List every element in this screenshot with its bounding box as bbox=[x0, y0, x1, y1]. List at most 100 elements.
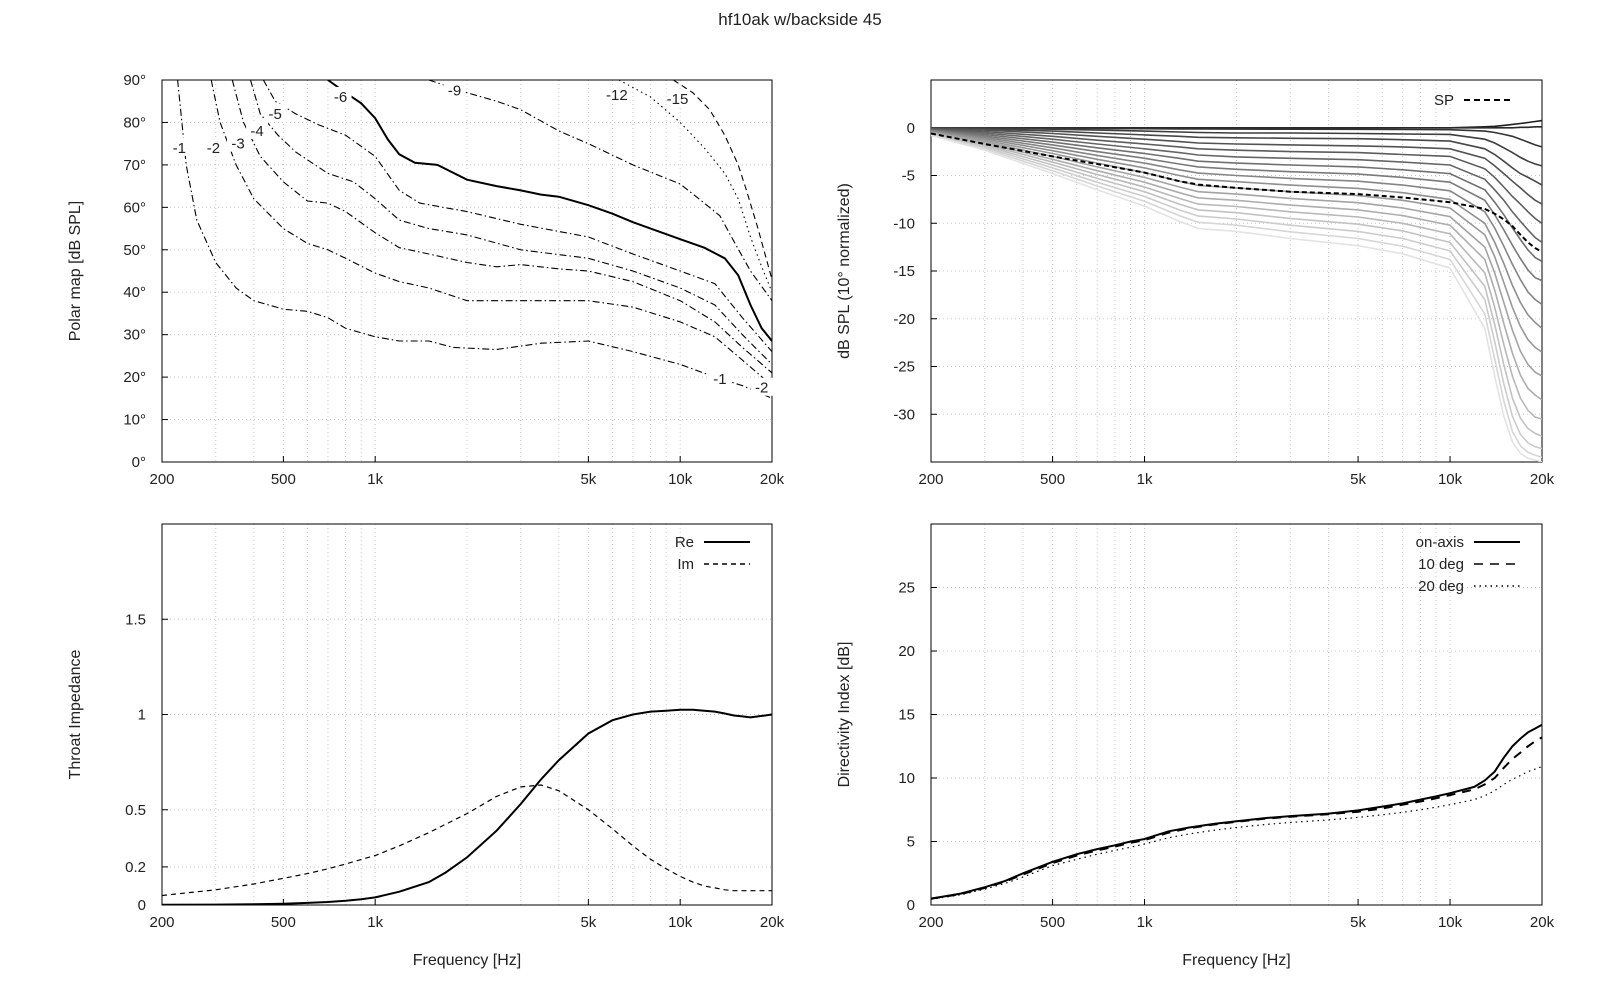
off-axis-response-line bbox=[931, 134, 1542, 462]
x-tick-label: 20k bbox=[1530, 914, 1555, 931]
x-tick-label: 200 bbox=[149, 471, 174, 488]
y-axis-label: Polar map [dB SPL] bbox=[67, 201, 84, 342]
y-tick-label: 60° bbox=[123, 199, 146, 216]
contour-label: -9 bbox=[448, 83, 461, 100]
contour-label-bg bbox=[202, 137, 225, 156]
legend-label: SP bbox=[1434, 92, 1454, 109]
sp-line bbox=[931, 132, 1542, 253]
off-axis-response-line bbox=[931, 127, 1542, 186]
y-tick-label: 90° bbox=[123, 72, 146, 89]
y-tick-label: 0 bbox=[138, 897, 146, 914]
y-tick-label: -5 bbox=[902, 168, 915, 185]
y-tick-label: 40° bbox=[123, 284, 146, 301]
polar-map-panel: 200 500 1k 5k 10k 20k 0° 10° 20° 30° 40° 50° 60° 70° 8… bbox=[67, 72, 785, 488]
y-tick-label: 70° bbox=[123, 157, 146, 174]
x-tick-label: 200 bbox=[918, 914, 943, 931]
y-tick-label: 10 bbox=[898, 770, 915, 787]
x-axis-label: Frequency [Hz] bbox=[1182, 952, 1290, 969]
contour-label-bg bbox=[264, 103, 287, 122]
legend: SP bbox=[1434, 92, 1512, 109]
off-axis-response-line bbox=[931, 134, 1542, 458]
x-tick-label: 200 bbox=[149, 914, 174, 931]
impedance-panel: 200 500 1k 5k 10k 20k 0 0.2 0.5 1 1.5 Throat Impeda… bbox=[67, 523, 785, 969]
x-tick-label: 5k bbox=[1350, 471, 1366, 488]
contour-line-15 bbox=[673, 80, 772, 280]
legend-label: 20 deg bbox=[1418, 578, 1464, 595]
y-tick-label: 0.2 bbox=[125, 859, 146, 876]
contour-line-1 bbox=[177, 80, 772, 399]
x-tick-label: 200 bbox=[918, 471, 943, 488]
legend: on-axis 10 deg 20 deg bbox=[1416, 534, 1520, 595]
plot-frame bbox=[161, 79, 773, 463]
x-tick-label: 20k bbox=[1530, 471, 1555, 488]
x-tick-label: 500 bbox=[1040, 914, 1065, 931]
contour-label-bg bbox=[666, 89, 689, 108]
contour-label-bg bbox=[708, 369, 731, 388]
y-tick-label: -30 bbox=[893, 406, 915, 423]
x-tick-label: 1k bbox=[1137, 914, 1153, 931]
legend-label: Re bbox=[675, 534, 694, 551]
contour-label-bg bbox=[750, 377, 773, 396]
y-tick-label: 50° bbox=[123, 242, 146, 259]
legend-label: on-axis bbox=[1416, 534, 1464, 551]
contour-label: -1 bbox=[173, 140, 186, 157]
off-axis-response-line bbox=[931, 127, 1542, 205]
directivity-panel: 200 500 1k 5k 10k 20k 0 5 10 15 20 25 Directivity In… bbox=[836, 523, 1555, 969]
x-tick-label: 10k bbox=[668, 471, 693, 488]
off-axis-response-line bbox=[931, 128, 1542, 244]
contour-line-4 bbox=[249, 80, 772, 365]
x-tick-label: 20k bbox=[760, 471, 785, 488]
off-axis-response-line bbox=[931, 130, 1542, 329]
contour-label: -12 bbox=[606, 87, 628, 104]
y-tick-label: 30° bbox=[123, 327, 146, 344]
contour-label-bg bbox=[605, 84, 628, 103]
series-group bbox=[177, 80, 772, 399]
off-axis-response-line bbox=[931, 133, 1542, 437]
contour-line-6 bbox=[327, 80, 772, 342]
off-axis-response-line bbox=[931, 129, 1542, 263]
contour-label: -2 bbox=[207, 140, 220, 157]
x-tick-label: 10k bbox=[1438, 471, 1463, 488]
series-line-re bbox=[162, 708, 772, 905]
series-line-im bbox=[162, 784, 772, 897]
contour-label: -1 bbox=[713, 371, 726, 388]
y-tick-label: 80° bbox=[123, 114, 146, 131]
y-tick-label: -10 bbox=[893, 215, 915, 232]
contour-label-bg bbox=[227, 133, 250, 152]
off-axis-response-line bbox=[931, 127, 1542, 167]
x-tick-label: 10k bbox=[668, 914, 693, 931]
y-axis-label: Throat Impedance bbox=[67, 649, 84, 779]
contour-label: -6 bbox=[334, 89, 347, 106]
x-tick-label: 1k bbox=[1137, 471, 1153, 488]
off-axis-response-line bbox=[931, 133, 1542, 450]
y-tick-label: -20 bbox=[893, 311, 915, 328]
x-tick-label: 500 bbox=[1040, 471, 1065, 488]
x-tick-label: 1k bbox=[367, 471, 383, 488]
y-tick-label: 25 bbox=[898, 580, 915, 597]
x-tick-label: 500 bbox=[271, 914, 296, 931]
y-tick-label: 0 bbox=[907, 120, 915, 137]
contour-label: -15 bbox=[667, 91, 689, 108]
contour-label: -2 bbox=[755, 380, 768, 397]
y-tick-label: 15 bbox=[898, 707, 915, 724]
off-axis-response-line bbox=[931, 129, 1542, 282]
y-tick-label: 0.5 bbox=[125, 802, 146, 819]
series-line-10-deg bbox=[931, 736, 1542, 900]
x-tick-label: 1k bbox=[367, 914, 383, 931]
x-tick-label: 5k bbox=[1350, 914, 1366, 931]
x-tick-label: 20k bbox=[760, 914, 785, 931]
y-tick-label: 5 bbox=[907, 834, 915, 851]
y-tick-label: 0° bbox=[132, 454, 146, 471]
x-tick-label: 10k bbox=[1438, 914, 1463, 931]
contour-label-bg bbox=[329, 86, 352, 105]
contour-line-2 bbox=[210, 80, 772, 387]
contour-line-3 bbox=[231, 80, 772, 374]
y-axis-label: Directivity Index [dB] bbox=[836, 642, 853, 788]
series-group bbox=[931, 119, 1542, 462]
y-tick-label: 20° bbox=[123, 369, 146, 386]
contour-label: -5 bbox=[269, 106, 282, 123]
figure-title: hf10ak w/backside 45 bbox=[718, 10, 882, 29]
contour-label-bg bbox=[443, 80, 466, 99]
contour-label-bg bbox=[246, 120, 269, 139]
legend: Re Im bbox=[675, 534, 750, 573]
